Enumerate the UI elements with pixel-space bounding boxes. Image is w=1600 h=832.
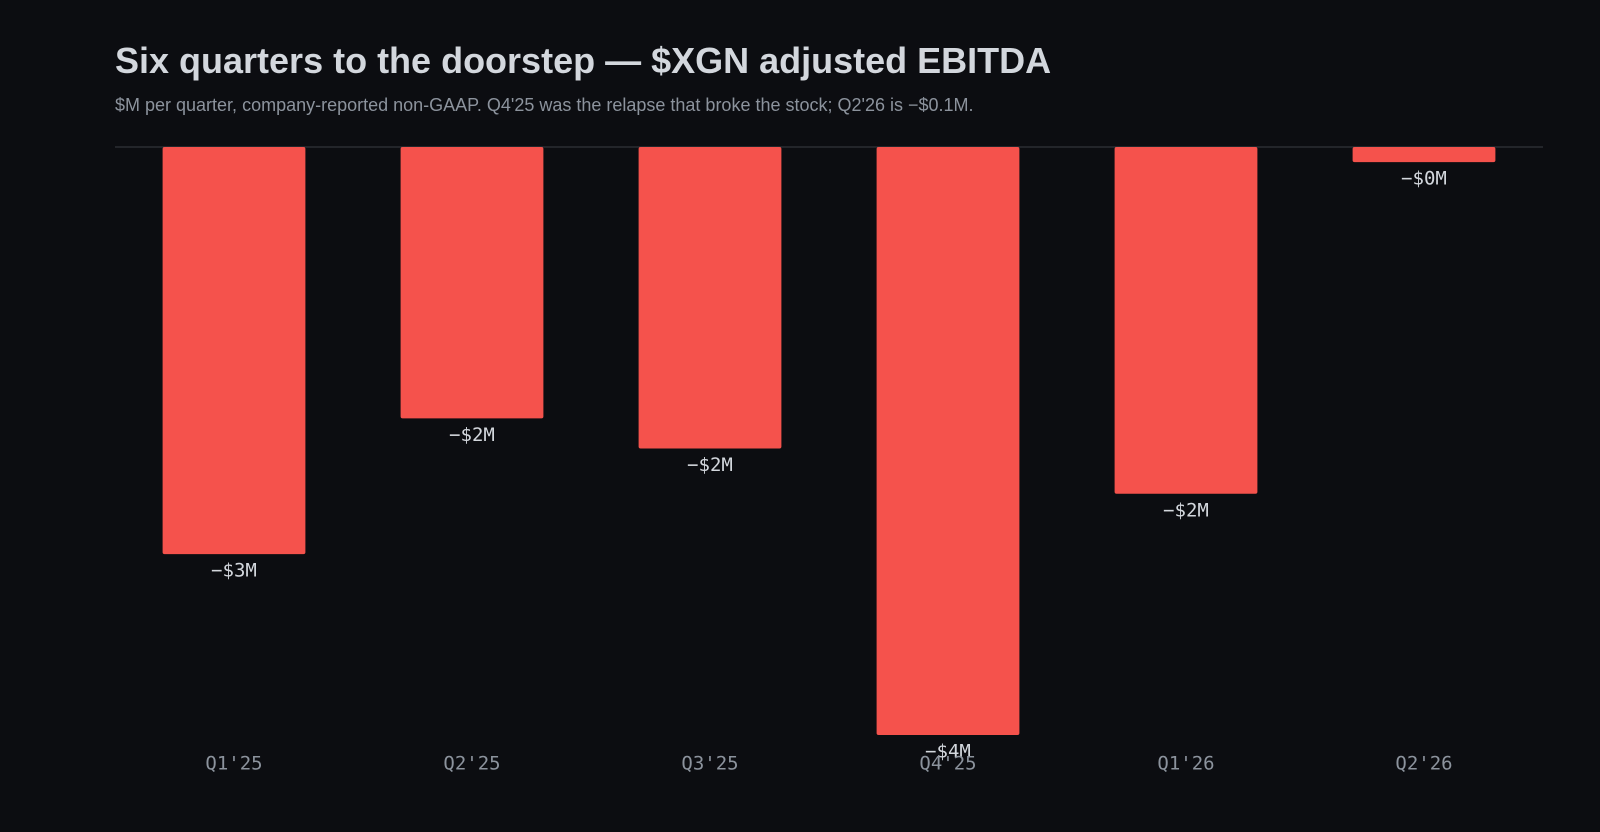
bar xyxy=(162,147,306,555)
value-label: −$2M xyxy=(687,454,733,476)
value-label: −$4M xyxy=(925,741,971,763)
value-label: −$2M xyxy=(449,424,495,446)
bar xyxy=(1114,147,1258,494)
bar xyxy=(400,147,544,419)
x-tick-label: Q3'25 xyxy=(681,753,738,775)
chart-subtitle: $M per quarter, company-reported non-GAA… xyxy=(115,95,974,115)
x-tick-label: Q4'25 xyxy=(919,753,976,775)
value-label: −$2M xyxy=(1163,499,1209,521)
bar xyxy=(638,147,782,449)
x-tick-label: Q1'26 xyxy=(1157,753,1214,775)
bar xyxy=(1352,147,1496,163)
x-tick-label: Q2'25 xyxy=(443,753,500,775)
x-tick-label: Q2'26 xyxy=(1395,753,1452,775)
bar xyxy=(876,147,1020,735)
value-label: −$0M xyxy=(1401,168,1447,190)
value-label: −$3M xyxy=(211,560,257,582)
chart-title: Six quarters to the doorstep — $XGN adju… xyxy=(115,40,1051,81)
x-tick-label: Q1'25 xyxy=(205,753,262,775)
